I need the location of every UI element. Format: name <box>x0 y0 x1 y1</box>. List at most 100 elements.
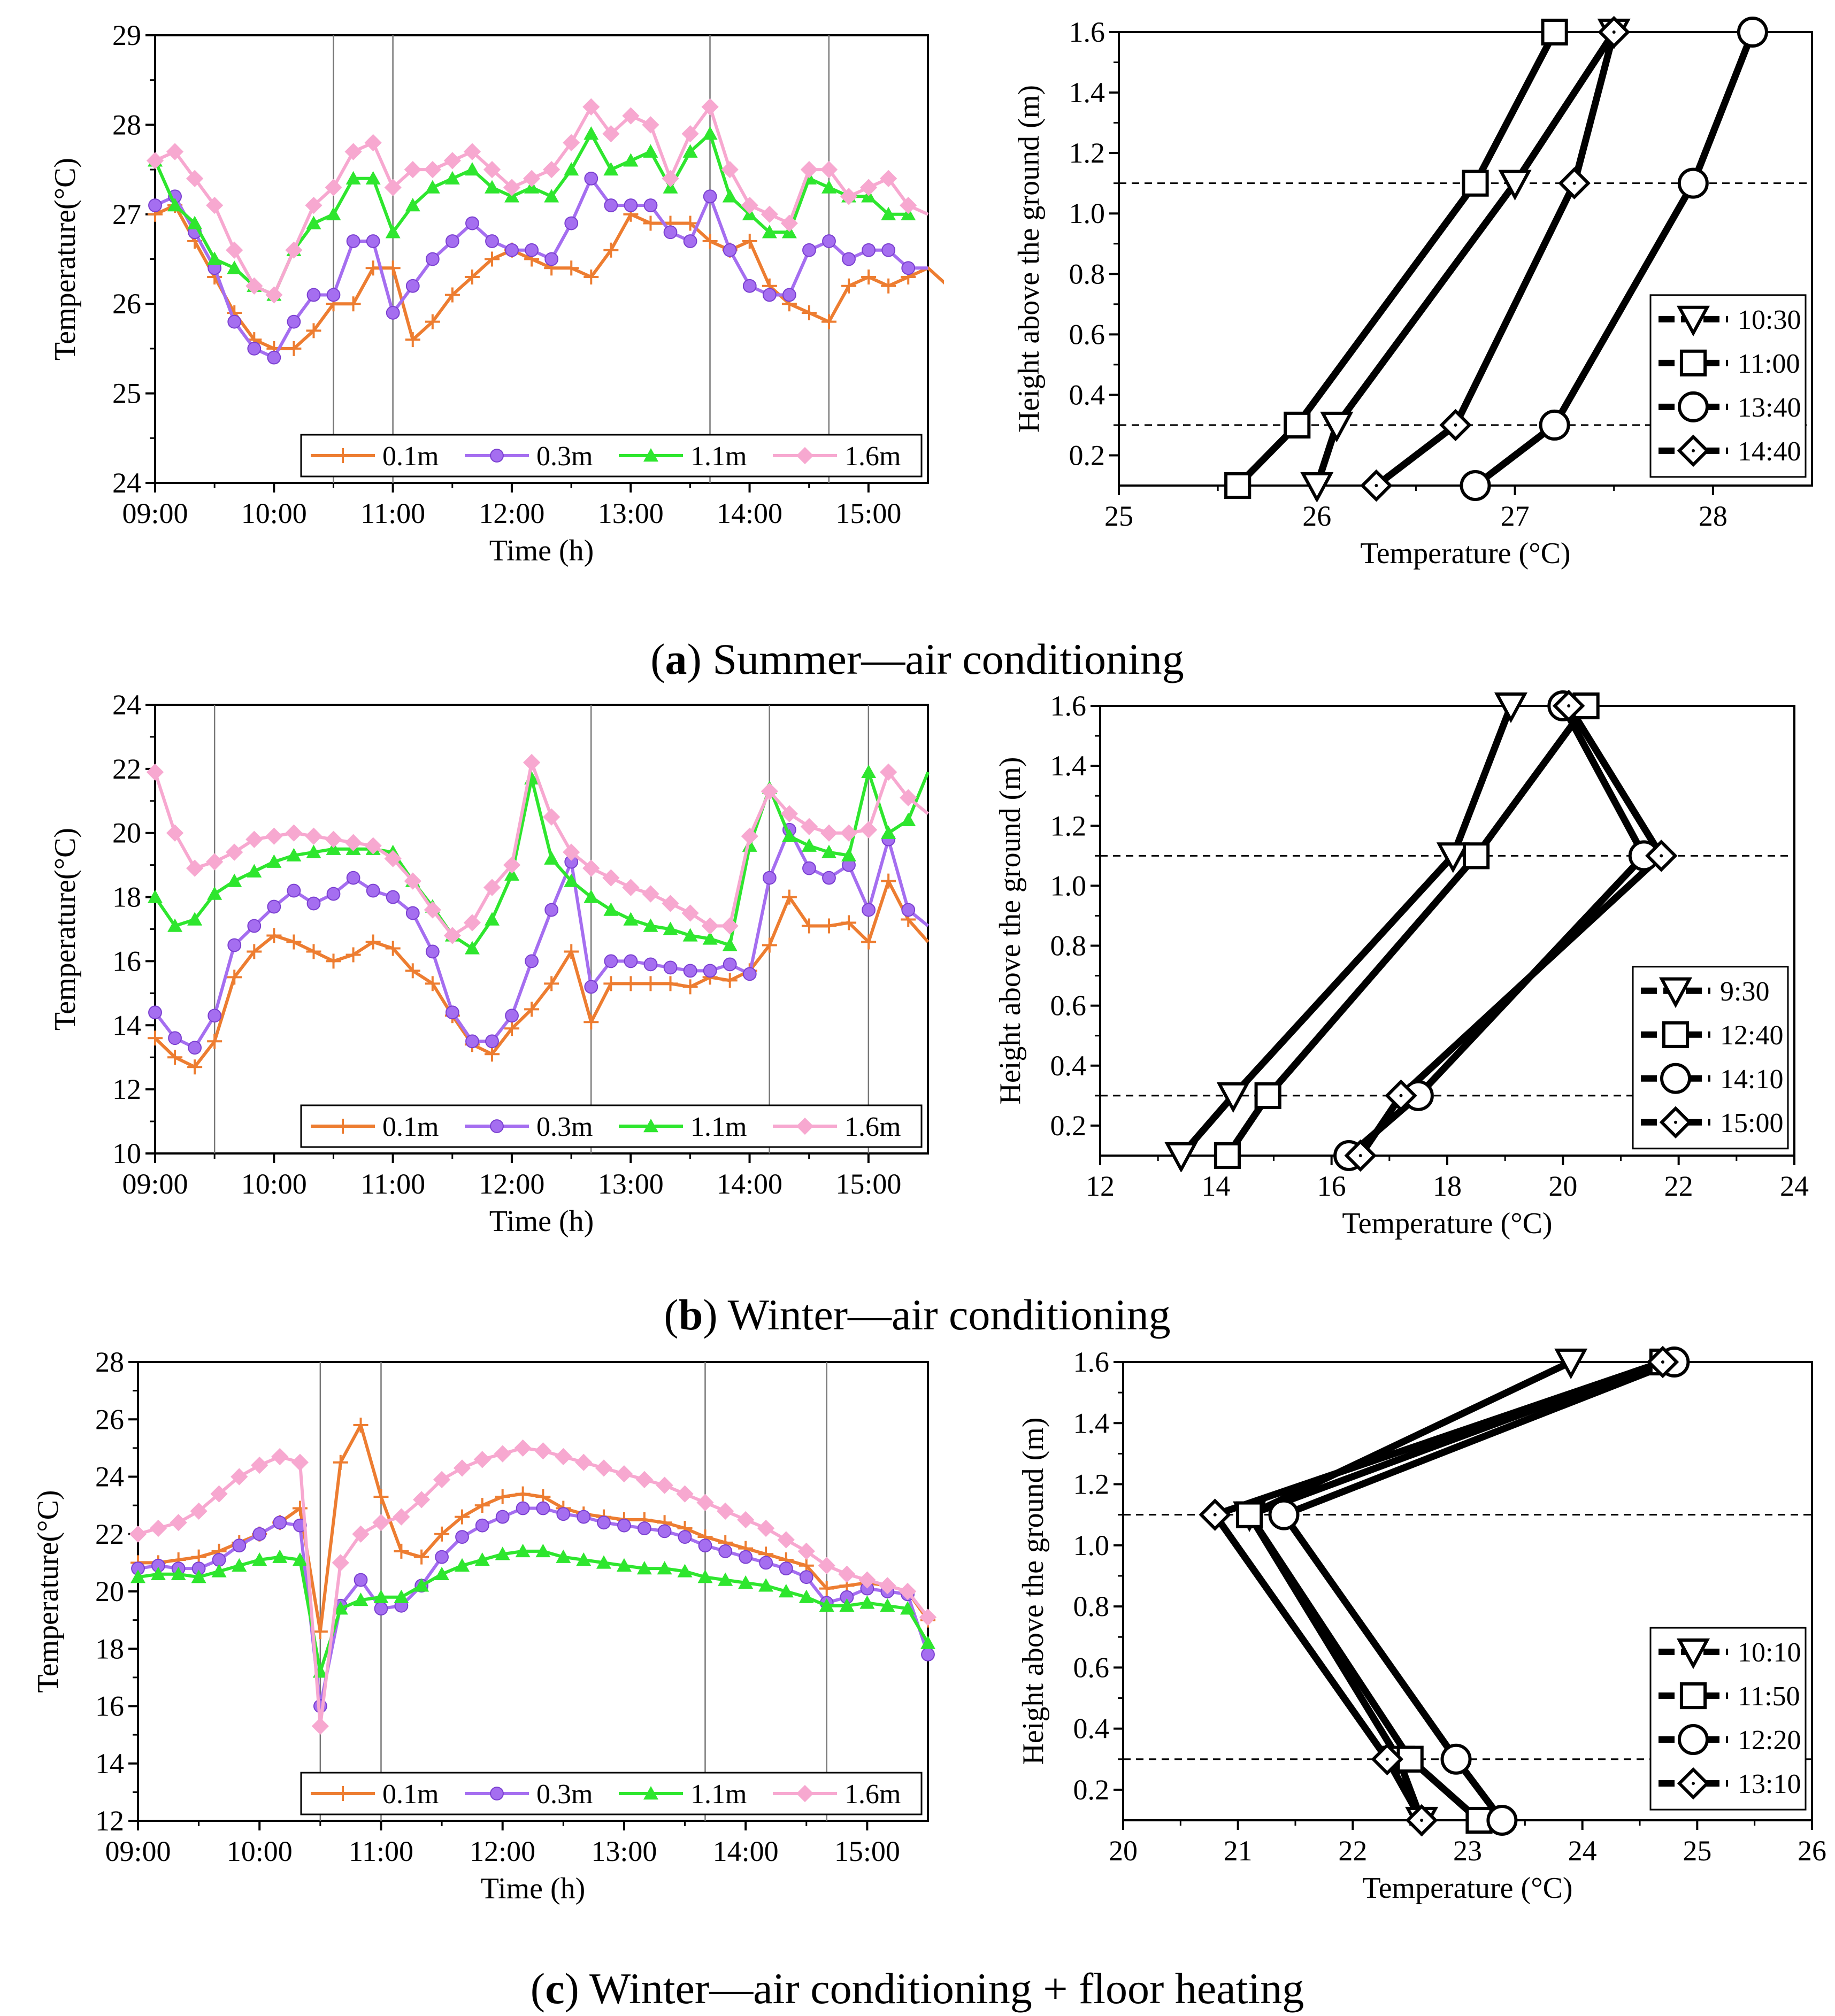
legend-marker-9:30 <box>1659 977 1693 1009</box>
legend-label-14:40: 14:40 <box>1738 436 1801 467</box>
legend-marker-12:40 <box>1662 1021 1690 1048</box>
data-point-1.6m <box>404 160 421 179</box>
data-point-0.3m <box>683 964 697 978</box>
data-point-0.3m <box>227 314 242 329</box>
data-point-0.1m <box>821 314 836 329</box>
profile-point-14:40-dot <box>1375 484 1378 487</box>
profile-point-14:40-dot <box>1612 30 1616 34</box>
data-point-0.1m <box>881 873 896 889</box>
data-point-1.1m <box>718 1572 733 1586</box>
data-point-0.1m <box>819 1581 834 1596</box>
y-tick-label: 0.6 <box>1069 318 1105 350</box>
data-point-1.6m <box>820 160 838 179</box>
data-point-1.1m <box>252 1552 267 1566</box>
data-point-1.6m <box>245 830 263 848</box>
legend-label-1.1m: 1.1m <box>690 441 747 472</box>
legend-marker-1.1m <box>643 1119 658 1133</box>
y-tick-label: 18 <box>95 1633 124 1665</box>
y-tick-label: 0.8 <box>1073 1590 1110 1622</box>
legend-marker-1.6m <box>796 447 814 465</box>
data-point-1.6m <box>900 196 917 214</box>
data-point-1.6m <box>483 160 501 179</box>
data-point-1.6m <box>800 160 818 179</box>
data-point-1.1m <box>167 198 183 212</box>
data-point-0.3m <box>723 957 737 972</box>
x-axis-title: Temperature (°C) <box>1360 537 1570 570</box>
data-point-0.1m <box>484 1047 500 1062</box>
data-point-1.6m <box>503 856 521 874</box>
data-point-1.6m <box>190 1502 208 1520</box>
data-point-1.6m <box>146 152 164 170</box>
data-point-1.6m <box>622 879 640 896</box>
caption-c-letter: c <box>545 1964 564 2013</box>
data-point-1.1m <box>455 1558 470 1572</box>
data-point-1.6m <box>404 872 421 890</box>
legend-label-13:10: 13:10 <box>1738 1769 1801 1799</box>
data-point-1.1m <box>839 1598 855 1612</box>
data-point-1.6m <box>186 170 204 187</box>
y-tick-label: 1.4 <box>1073 1407 1110 1439</box>
data-point-0.3m <box>273 1515 287 1530</box>
data-point-0.1m <box>266 928 282 943</box>
data-point-1.1m <box>821 180 836 194</box>
data-point-1.6m <box>494 1445 511 1463</box>
data-point-1.6m <box>563 134 580 152</box>
data-point-1.6m <box>443 927 462 944</box>
data-point-0.3m <box>516 1501 530 1515</box>
legend-label-0.1m: 0.1m <box>382 1112 439 1142</box>
chart-panel-a-left: 09:00 10:00 11:00 12:00 13:00 14:00 15:00 24 25 2… <box>49 19 944 567</box>
y-tick-label: 18 <box>112 881 141 913</box>
data-point-1.6m <box>602 869 620 887</box>
data-point-1.1m <box>425 180 440 194</box>
profile-line-12:20 <box>1280 1358 1676 1822</box>
data-point-1.6m <box>265 286 283 304</box>
legend-label-9:30: 9:30 <box>1720 976 1769 1007</box>
caption-a-text: Summer—air conditioning <box>702 635 1184 683</box>
data-point-1.6m <box>325 179 342 196</box>
legend-marker-11:50 <box>1679 1682 1707 1710</box>
data-point-1.1m <box>859 1595 875 1609</box>
data-point-0.1m <box>841 278 857 294</box>
y-tick-label: 0.8 <box>1069 258 1105 290</box>
legend-label-10:10: 10:10 <box>1738 1637 1801 1668</box>
data-point-1.6m <box>840 824 858 842</box>
data-point-0.1m <box>583 1014 599 1030</box>
series-line-0.3m <box>137 1506 930 1708</box>
data-point-1.6m <box>780 805 798 822</box>
data-point-0.3m <box>505 1009 519 1023</box>
data-point-1.1m <box>544 851 559 865</box>
data-point-1.1m <box>167 918 183 932</box>
data-point-1.6m <box>757 1519 775 1537</box>
data-point-0.1m <box>405 332 420 348</box>
data-point-1.6m <box>900 789 917 806</box>
y-tick-label: 24 <box>112 689 141 721</box>
x-axis-title: Time (h) <box>489 1205 594 1238</box>
data-point-1.1m <box>603 162 619 176</box>
data-point-1.6m <box>741 827 758 845</box>
data-point-0.1m <box>702 234 718 249</box>
data-point-1.1m <box>596 1555 611 1569</box>
data-point-0.3m <box>723 243 737 257</box>
data-point-0.3m <box>495 1510 510 1524</box>
legend-box <box>1649 294 1807 478</box>
y-tick-label: 28 <box>112 109 141 141</box>
x-axis-title: Time (h) <box>481 1872 586 1905</box>
data-point-0.1m <box>781 889 797 905</box>
profile-point-11:00 <box>1462 170 1489 197</box>
legend-marker-1.6m <box>796 1117 814 1135</box>
profile-point-10:30 <box>1300 472 1334 502</box>
data-point-0.3m <box>742 967 757 981</box>
plot-data <box>146 753 930 1075</box>
profile-point-11:00 <box>1284 411 1311 439</box>
data-point-1.1m <box>306 216 321 229</box>
data-point-0.3m <box>386 890 400 904</box>
data-point-0.3m <box>455 1530 469 1544</box>
data-point-0.1m <box>515 1486 531 1502</box>
data-point-1.1m <box>495 1546 510 1560</box>
data-point-0.3m <box>624 198 638 212</box>
data-point-0.3m <box>921 1648 935 1661</box>
data-point-0.1m <box>425 314 440 329</box>
chart-panel-b-left: 09:00 10:00 11:00 12:00 13:00 14:00 15:00 10 12 1… <box>49 689 930 1238</box>
profile-line-10:30 <box>1314 30 1617 487</box>
data-point-1.1m <box>722 189 738 203</box>
